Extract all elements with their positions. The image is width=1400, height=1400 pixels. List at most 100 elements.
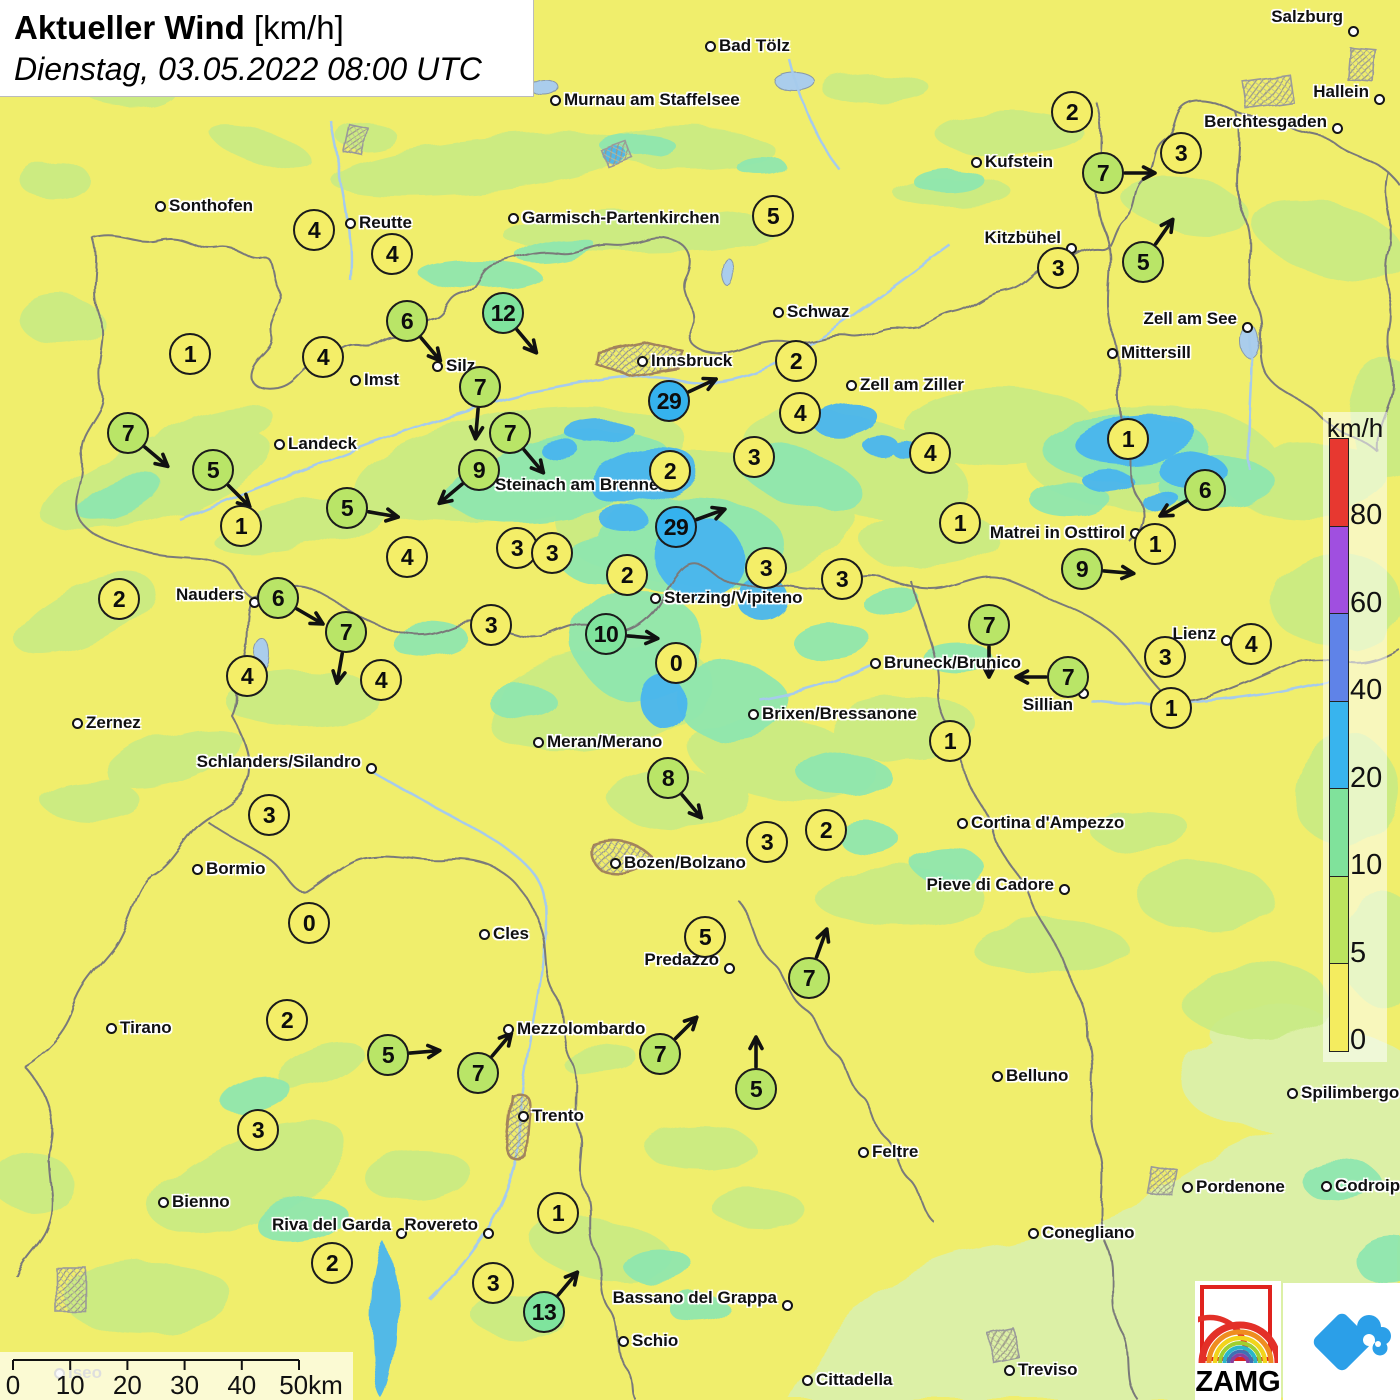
city-dot (395, 1227, 407, 1239)
city-dot (349, 374, 361, 386)
legend-color-bar (1329, 438, 1349, 1052)
city-dot (517, 1110, 529, 1122)
station-marker: 7 (1047, 656, 1089, 698)
station-marker: 1 (1134, 523, 1176, 565)
city-label: Schwaz (787, 302, 850, 321)
station-marker: 2 (311, 1242, 353, 1284)
station-marker: 7 (489, 412, 531, 454)
station-marker: 1 (220, 505, 262, 547)
station-marker: 4 (360, 659, 402, 701)
station-marker: 6 (257, 577, 299, 619)
city-label: Sonthofen (169, 196, 254, 215)
scalebar-tick-label: 30 (170, 1370, 200, 1400)
station-marker: 13 (523, 1291, 565, 1333)
station-marker: 3 (472, 1262, 514, 1304)
station-marker: 2 (606, 554, 648, 596)
city-dot (970, 156, 982, 168)
city-dot (1347, 25, 1359, 37)
station-marker: 1 (169, 333, 211, 375)
station-marker: 6 (386, 300, 428, 342)
city-dot (649, 592, 661, 604)
city-dot (154, 200, 166, 212)
zamg-rainbow-icon (1198, 1314, 1278, 1364)
city-label: Sterzing/Vipiteno (664, 588, 803, 607)
station-marker: 29 (655, 506, 697, 548)
station-marker: 5 (752, 195, 794, 237)
city-label: Trento (532, 1106, 584, 1125)
station-marker: 3 (1160, 132, 1202, 174)
zamg-logo: ZAMG (1195, 1281, 1281, 1400)
zamg-logo-frame (1200, 1285, 1272, 1361)
city-dot (71, 717, 83, 729)
scalebar-end-label: 50km (279, 1370, 343, 1400)
legend-tick-label: 20 (1350, 761, 1383, 794)
city-dot (157, 1196, 169, 1208)
station-marker: 2 (805, 809, 847, 851)
station-marker: 1 (1107, 418, 1149, 460)
city-dot (747, 708, 759, 720)
city-label: Kitzbühel (984, 228, 1062, 247)
city-label: Conegliano (1042, 1223, 1135, 1242)
city-dot (1331, 122, 1343, 134)
city-label: Bienno (172, 1192, 230, 1211)
city-dot (1241, 321, 1253, 333)
city-label: Zernez (86, 713, 141, 732)
zamg-logo-text: ZAMG (1195, 1366, 1281, 1398)
city-dot (478, 928, 490, 940)
station-marker: 4 (779, 392, 821, 434)
legend-tick-label: 60 (1350, 586, 1383, 619)
city-label: Salzburg (1271, 7, 1343, 26)
city-label: Matrei in Osttirol (989, 523, 1125, 542)
scalebar-tick-label: 20 (112, 1370, 142, 1400)
city-dot (482, 1227, 494, 1239)
city-label: Pieve di Cadore (926, 875, 1054, 894)
title-subtitle: Dienstag, 03.05.2022 08:00 UTC (14, 51, 482, 87)
legend-segment (1330, 875, 1348, 964)
station-marker: 7 (968, 604, 1010, 646)
city-label: Cittadella (816, 1370, 893, 1389)
city-label: Belluno (1006, 1066, 1069, 1085)
city-label: Bassano del Grappa (612, 1288, 777, 1307)
city-dot (365, 762, 377, 774)
scale-bar-ruler (12, 1359, 300, 1370)
city-dot (1003, 1364, 1015, 1376)
map-title: Aktueller Wind [km/h] Dienstag, 03.05.20… (0, 0, 534, 97)
station-marker: 2 (98, 578, 140, 620)
city-label: Garmisch-Partenkirchen (522, 208, 720, 227)
city-label: Bormio (206, 859, 266, 878)
station-marker: 4 (293, 209, 335, 251)
city-label: Mezzolombardo (517, 1019, 646, 1038)
station-marker: 5 (367, 1034, 409, 1076)
city-dot (344, 217, 356, 229)
station-marker: 2 (649, 450, 691, 492)
station-marker: 7 (457, 1052, 499, 1094)
city-label: Imst (364, 370, 399, 389)
city-dot (1373, 93, 1385, 105)
station-marker: 4 (302, 336, 344, 378)
station-marker: 2 (266, 999, 308, 1041)
mountain-logo (1283, 1283, 1400, 1400)
city-dot (105, 1022, 117, 1034)
city-label: Berchtesgaden (1204, 112, 1327, 131)
city-dot (273, 438, 285, 450)
station-marker: 29 (648, 380, 690, 422)
city-label: Cortina d'Ampezzo (971, 813, 1125, 832)
station-marker: 3 (470, 604, 512, 646)
city-dot (532, 736, 544, 748)
city-label: Meran/Merano (547, 732, 663, 751)
city-label: Pordenone (1196, 1177, 1285, 1196)
station-marker: 0 (655, 642, 697, 684)
city-label: Rovereto (404, 1215, 478, 1234)
legend-tick-label: 10 (1350, 849, 1383, 882)
station-marker: 4 (371, 233, 413, 275)
city-dot (507, 212, 519, 224)
station-marker: 1 (939, 502, 981, 544)
station-marker: 9 (458, 449, 500, 491)
station-marker: 9 (1061, 548, 1103, 590)
station-marker: 6 (1184, 469, 1226, 511)
city-label: Treviso (1018, 1360, 1078, 1379)
legend-segment (1330, 613, 1348, 701)
station-marker: 3 (1037, 247, 1079, 289)
station-marker: 3 (237, 1109, 279, 1151)
